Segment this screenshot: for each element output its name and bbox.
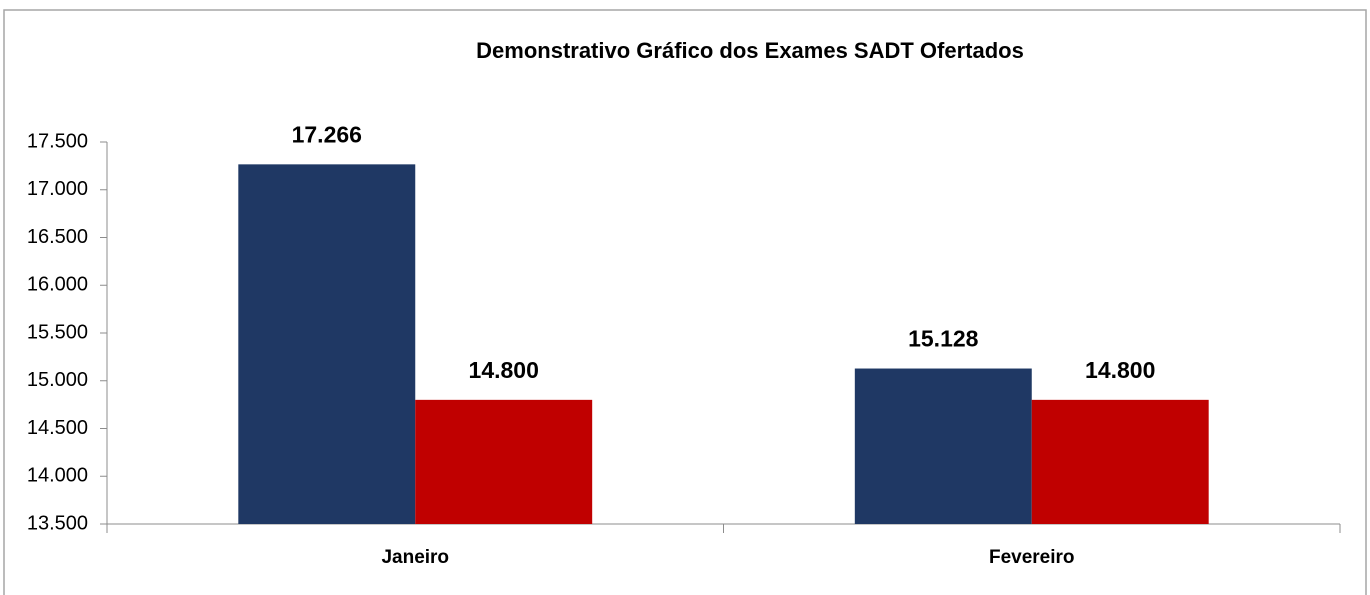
bar (415, 399, 593, 524)
value-label: 17.266 (292, 121, 362, 147)
bar (1031, 399, 1209, 524)
y-tick-label: 13.500 (27, 512, 88, 534)
y-tick-label: 14.000 (27, 465, 88, 487)
y-tick-label: 16.000 (27, 274, 88, 296)
y-tick-label: 14.500 (27, 417, 88, 439)
x-tick-label: Janeiro (381, 547, 449, 568)
bar (238, 164, 416, 525)
value-label: 14.800 (1085, 357, 1155, 383)
y-tick-label: 17.500 (27, 130, 88, 152)
value-label: 14.800 (469, 357, 539, 383)
value-label: 15.128 (908, 326, 979, 352)
bar (854, 368, 1032, 524)
x-tick-label: Fevereiro (989, 547, 1075, 568)
chart-title: Demonstrativo Gráfico dos Exames SADT Of… (476, 38, 1024, 63)
y-tick-label: 15.000 (27, 369, 88, 391)
y-tick-label: 15.500 (27, 321, 88, 343)
y-tick-label: 16.500 (27, 226, 88, 248)
y-tick-label: 17.000 (27, 178, 88, 200)
